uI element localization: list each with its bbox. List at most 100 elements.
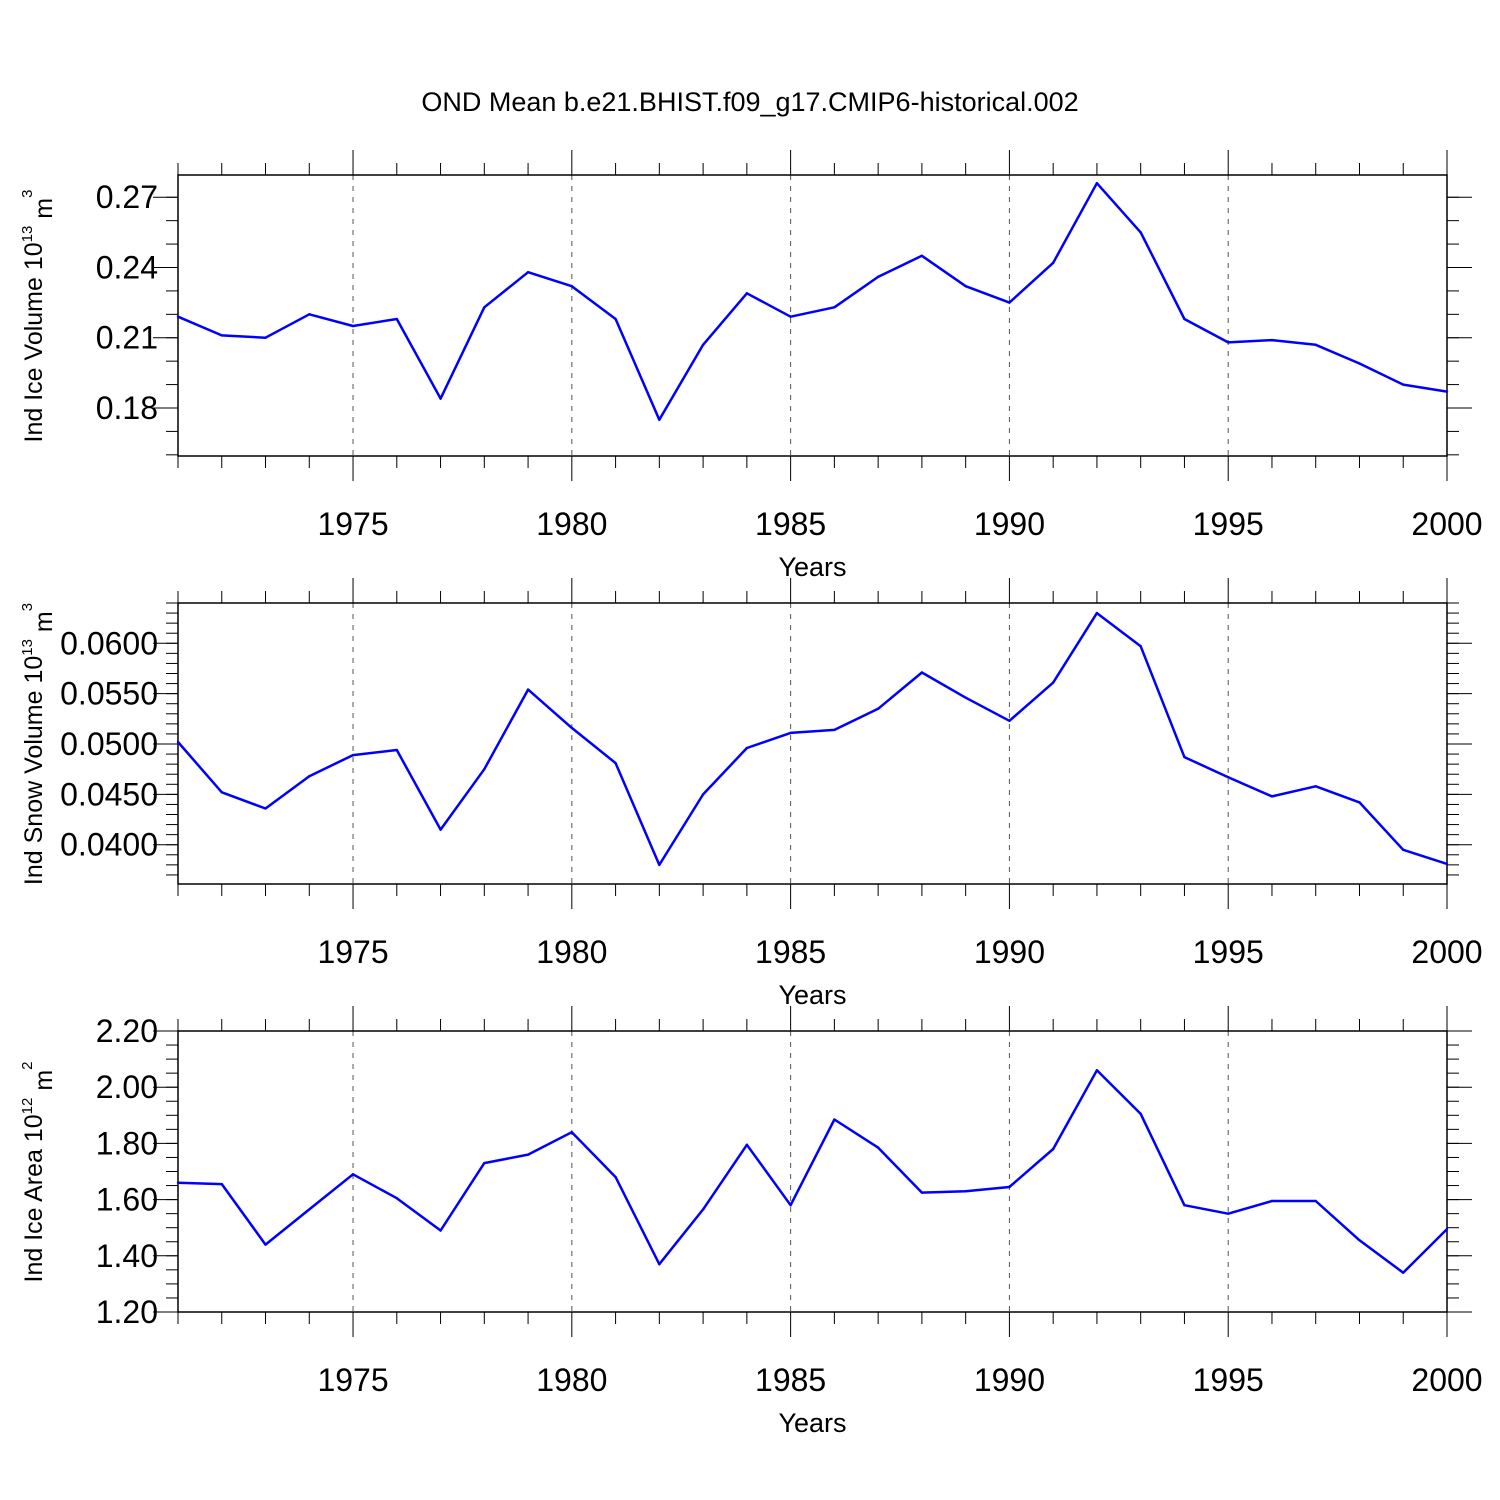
y-tick-label: 0.27	[96, 179, 158, 215]
data-point	[264, 807, 267, 810]
data-point	[1445, 390, 1449, 393]
data-point	[920, 254, 924, 257]
y-tick-label: 0.0450	[60, 776, 158, 812]
data-point	[308, 313, 311, 316]
data-point	[789, 1204, 792, 1207]
data-point	[1008, 1185, 1011, 1189]
x-tick-label: 1975	[317, 506, 388, 542]
x-tick-label: 2000	[1411, 1362, 1482, 1398]
x-tick-label: 1995	[1193, 506, 1264, 542]
data-point	[351, 324, 355, 328]
data-point	[1314, 343, 1317, 346]
data-point	[1270, 1199, 1274, 1203]
data-point	[570, 726, 574, 730]
data-point	[1314, 785, 1317, 788]
data-point	[614, 317, 617, 321]
y-axis-label-unit: m	[30, 611, 58, 639]
data-point	[395, 748, 398, 752]
ice-area-panel: 1.20 1.40 1.60 1.80 2.00 2.20 1975 1980 1985 1990…	[19, 1006, 1483, 1438]
data-point	[658, 1263, 661, 1266]
data-point	[789, 731, 792, 735]
data-point	[1402, 383, 1405, 386]
x-tick-label: 1990	[974, 506, 1045, 542]
y-tick-label: 2.00	[96, 1069, 158, 1105]
data-point	[745, 746, 749, 750]
x-tick-label: 1980	[536, 1362, 607, 1398]
data-point	[1008, 719, 1011, 723]
data-point	[483, 306, 486, 309]
x-tick-label: 1985	[755, 506, 826, 542]
y-tick-label: 2.20	[96, 1013, 158, 1049]
data-point	[308, 775, 311, 778]
data-point	[1402, 848, 1405, 851]
y-axis-label-unit: m	[30, 198, 58, 226]
data-point	[1358, 801, 1361, 804]
data-point	[439, 828, 442, 831]
x-axis-label: Years	[778, 552, 846, 582]
y-axis-label-text: Ind Ice Volume 10	[20, 242, 48, 442]
y-axis-label: Ind Ice Volume 1013 m3	[19, 190, 58, 443]
data-point	[176, 315, 180, 318]
x-tick-label: 1975	[317, 934, 388, 970]
snow-volume-plot-frame	[177, 602, 1448, 885]
data-point	[351, 1173, 355, 1176]
data-point	[833, 306, 836, 309]
x-tick-label: 1980	[536, 506, 607, 542]
x-tick-label: 1990	[974, 934, 1045, 970]
y-axis-label-unit: m	[30, 1070, 58, 1098]
data-point	[1227, 776, 1230, 779]
y-tick-label: 0.24	[96, 249, 158, 285]
data-point	[789, 315, 792, 318]
data-point	[439, 397, 442, 400]
data-point	[1095, 611, 1099, 615]
data-point	[920, 1191, 924, 1194]
data-point	[1183, 755, 1186, 759]
ice-volume-plot-frame	[177, 174, 1448, 457]
data-point	[1051, 261, 1055, 265]
data-point	[1358, 1239, 1361, 1242]
data-point	[920, 671, 924, 674]
y-axis-label: Ind Snow Volume 1013 m3	[19, 603, 58, 885]
data-point	[1445, 862, 1449, 866]
y-tick-label: 0.18	[96, 390, 158, 426]
data-point	[220, 1182, 223, 1186]
data-point	[176, 1181, 180, 1184]
y-tick-label: 0.0400	[60, 827, 158, 863]
data-point	[1402, 1271, 1405, 1274]
x-tick-label: 1980	[536, 934, 607, 970]
data-point	[483, 767, 486, 771]
ice-volume-series-line	[177, 181, 1448, 421]
data-point	[526, 270, 530, 274]
data-point	[1051, 1147, 1055, 1151]
data-point	[220, 791, 223, 794]
data-point	[1314, 1199, 1317, 1203]
y-tick-label: 0.21	[96, 320, 158, 356]
data-point	[1139, 645, 1142, 648]
x-tick-label: 1995	[1193, 1362, 1264, 1398]
y-tick-label: 1.20	[96, 1294, 158, 1330]
data-point	[1270, 338, 1274, 342]
data-point	[1139, 231, 1142, 234]
data-point	[1051, 681, 1055, 684]
chart-title: OND Mean b.e21.BHIST.f09_g17.CMIP6-histo…	[421, 87, 1078, 117]
y-tick-label: 0.0600	[60, 625, 158, 661]
data-point	[264, 1243, 267, 1246]
data-point	[1227, 341, 1230, 344]
y-axis-label-unit-exp: 3	[19, 190, 36, 198]
data-point	[1008, 301, 1011, 304]
data-point	[1227, 1212, 1230, 1215]
data-point	[833, 1118, 836, 1121]
y-axis-label-unit-exp: 3	[19, 603, 36, 611]
x-tick-label: 1990	[974, 1362, 1045, 1398]
data-point	[614, 1175, 617, 1179]
y-axis-label: Ind Ice Area 1012 m2	[19, 1062, 58, 1283]
data-point	[526, 688, 530, 691]
x-tick-label: 1995	[1193, 934, 1264, 970]
data-point	[745, 292, 749, 295]
data-point	[1183, 317, 1186, 321]
x-tick-label: 1985	[755, 1362, 826, 1398]
x-tick-label: 1975	[317, 1362, 388, 1398]
data-point	[1095, 1069, 1099, 1072]
y-tick-label: 1.80	[96, 1125, 158, 1161]
data-point	[570, 1130, 574, 1134]
